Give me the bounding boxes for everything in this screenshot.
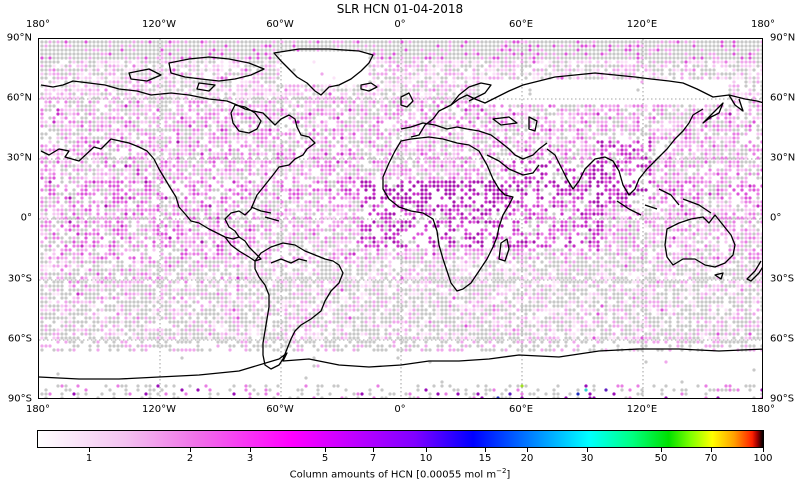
coastline-antarctica <box>39 348 762 380</box>
colorbar-title: Column amounts of HCN [0.00055 mol m−2] <box>0 467 800 480</box>
cb-tick-mark <box>587 448 588 452</box>
lat-label: 60°N <box>6 92 32 104</box>
coastline-central-america <box>224 206 280 262</box>
lat-label: 30°S <box>770 273 795 285</box>
coastline-black-sea <box>492 116 518 126</box>
graticule-layer <box>39 39 762 398</box>
coastline-madagascar <box>498 238 510 262</box>
coastline-indonesia <box>616 188 712 216</box>
cb-tick-label: 7 <box>369 453 377 464</box>
coastline-scandinavia <box>450 82 492 106</box>
lat-label: 30°S <box>7 273 32 285</box>
cb-tick-mark <box>527 448 528 452</box>
lon-label: 120°E <box>626 19 658 30</box>
coastline-iceland <box>360 82 378 92</box>
cb-tick-label: 10 <box>419 453 433 464</box>
cb-tick-mark <box>89 448 90 452</box>
lon-label: 60°W <box>266 19 294 30</box>
coastline-australia <box>664 214 736 268</box>
cb-tick-label: 3 <box>246 453 254 464</box>
lon-label: 0° <box>394 404 406 415</box>
cb-tick-mark <box>325 448 326 452</box>
lat-label: 0° <box>770 212 782 224</box>
coastline-india <box>546 148 606 190</box>
cb-tick-mark <box>426 448 427 452</box>
cb-tick-mark <box>250 448 251 452</box>
colorbar <box>37 430 764 448</box>
lat-label: 90°S <box>770 393 795 405</box>
cb-tick-mark <box>190 448 191 452</box>
coastline-new-zealand <box>746 260 762 282</box>
colorbar-title-main: Column amounts of HCN [0.00055 mol m <box>289 469 497 481</box>
coastline-hudson-bay <box>230 104 262 134</box>
colorbar-title-exponent: −2 <box>496 467 507 475</box>
lon-label: 180° <box>750 19 776 30</box>
coastline-layer <box>39 48 762 380</box>
cb-tick-label: 1 <box>85 453 93 464</box>
coastline-eurasia <box>410 72 762 138</box>
cb-tick-label: 30 <box>580 453 594 464</box>
lat-label: 90°N <box>770 32 796 44</box>
lat-label: 30°N <box>6 152 32 164</box>
coastline-uk <box>400 92 414 108</box>
coastline-japan <box>702 102 724 124</box>
lat-label: 0° <box>20 212 32 224</box>
cb-tick-label: 2 <box>186 453 194 464</box>
cb-tick-mark <box>763 448 764 452</box>
data-dots-layer <box>40 40 762 398</box>
cb-tick-label: 15 <box>478 453 492 464</box>
lon-label: 60°E <box>508 19 534 30</box>
coastline-arctic-islands <box>128 56 265 92</box>
coastline-kamchatka <box>728 94 744 112</box>
cb-tick-mark <box>485 448 486 452</box>
cb-tick-label: 20 <box>520 453 534 464</box>
lon-label: 120°W <box>142 19 176 30</box>
lon-label: 60°E <box>508 404 534 415</box>
lat-label: 60°S <box>770 333 795 345</box>
cb-tick-mark <box>661 448 662 452</box>
chart-title: SLR HCN 01-04-2018 <box>336 2 464 16</box>
coastline-south-america <box>254 242 344 370</box>
lon-label: 60°W <box>266 404 294 415</box>
lat-label: 60°N <box>770 92 796 104</box>
cb-tick-label: 100 <box>753 453 773 464</box>
coastline-amazon <box>270 258 308 264</box>
coastline-se-asia <box>604 108 704 196</box>
lat-label: 30°N <box>770 152 796 164</box>
map-plot-area <box>38 38 763 399</box>
lon-label: 180° <box>25 19 51 30</box>
lon-label: 180° <box>750 404 776 415</box>
coastline-mediterranean <box>400 122 548 160</box>
coastline-greenland <box>273 48 374 96</box>
lon-label: 120°E <box>626 404 658 415</box>
coastline-africa <box>382 136 514 292</box>
coastline-tasmania <box>714 272 724 280</box>
lat-label: 90°N <box>6 32 32 44</box>
cb-tick-mark <box>711 448 712 452</box>
cb-tick-label: 70 <box>704 453 718 464</box>
coastline-caspian <box>528 116 538 132</box>
lon-label: 120°W <box>142 404 176 415</box>
colorbar-title-end: ] <box>506 469 511 481</box>
cb-tick-label: 5 <box>321 453 329 464</box>
cb-tick-label: 50 <box>654 453 668 464</box>
coastline-north-america <box>40 80 316 240</box>
coastline-arabia <box>486 154 540 176</box>
lat-label: 60°S <box>7 333 32 345</box>
cb-tick-mark <box>373 448 374 452</box>
lat-label: 90°S <box>7 393 32 405</box>
lon-label: 0° <box>394 19 406 30</box>
lon-label: 180° <box>25 404 51 415</box>
